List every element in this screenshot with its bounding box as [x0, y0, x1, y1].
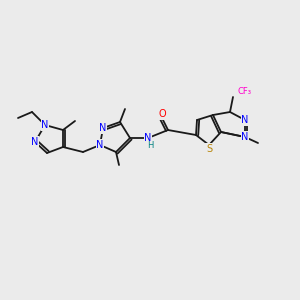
Text: N: N — [31, 137, 39, 147]
Text: N: N — [241, 132, 249, 142]
Text: H: H — [147, 142, 153, 151]
Text: N: N — [96, 140, 104, 150]
Text: O: O — [158, 109, 166, 119]
Text: N: N — [99, 123, 107, 133]
Text: S: S — [206, 144, 212, 154]
Text: N: N — [144, 133, 152, 143]
Text: CF₃: CF₃ — [238, 86, 252, 95]
Text: N: N — [241, 115, 249, 125]
Text: N: N — [41, 120, 49, 130]
